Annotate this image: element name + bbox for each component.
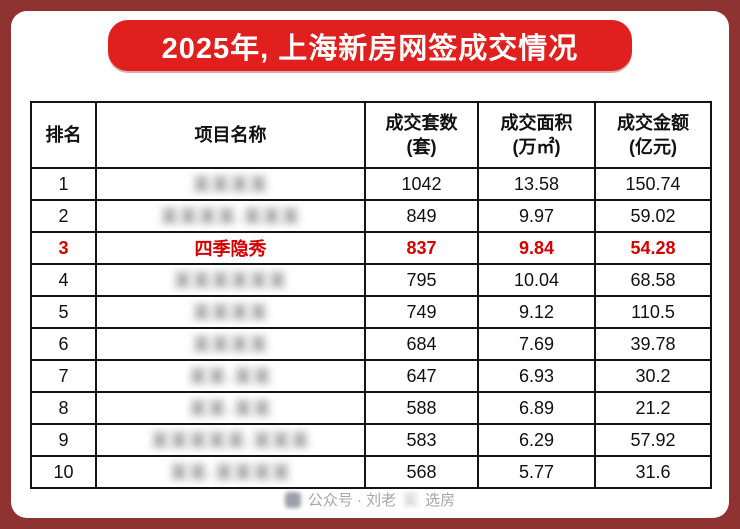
amount-cell: 110.5 [594, 295, 712, 329]
table-row: 7 某某·某某 647 6.93 30.2 [30, 359, 712, 393]
project-name-cell: 某某·某某 [95, 359, 366, 393]
amount-cell: 39.78 [594, 327, 712, 361]
units-cell: 588 [364, 391, 479, 425]
area-cell: 7.69 [477, 327, 596, 361]
amount-cell: 31.6 [594, 455, 712, 489]
amount-cell: 68.58 [594, 263, 712, 297]
area-cell: 6.29 [477, 423, 596, 457]
project-name-cell: 四季隐秀 [95, 231, 366, 265]
project-name-blurred: 某某某某某某 [173, 271, 288, 291]
table-row: 4 某某某某某某 795 10.04 68.58 [30, 263, 712, 297]
project-name-cell: 某某某某 [95, 167, 366, 201]
footer-text-suffix: 选房 [425, 492, 456, 509]
title-banner: 2025年, 上海新房网签成交情况 [108, 20, 632, 71]
amount-cell: 57.92 [594, 423, 712, 457]
rank-cell: 10 [30, 455, 97, 489]
col-amount-line2: (亿元) [629, 137, 677, 157]
content-card: 2025年, 上海新房网签成交情况 排名 项目名称 成交套数 (套) 成交面积 … [11, 11, 729, 518]
area-cell: 5.77 [477, 455, 596, 489]
project-name-cell: 某某某某·某某某 [95, 199, 366, 233]
col-area: 成交面积 (万㎡) [477, 101, 596, 169]
project-name-blurred: 某某某某 [192, 303, 269, 323]
project-name-blurred: 某某·某某 [189, 367, 272, 387]
project-name-cell: 某某某某 [95, 295, 366, 329]
area-cell: 13.58 [477, 167, 596, 201]
area-cell: 9.84 [477, 231, 596, 265]
project-name-cell: 某某·某某某某 [95, 455, 366, 489]
rank-cell: 5 [30, 295, 97, 329]
table-row-highlighted: 3 四季隐秀 837 9.84 54.28 [30, 231, 712, 265]
amount-cell: 150.74 [594, 167, 712, 201]
amount-cell: 30.2 [594, 359, 712, 393]
col-area-line1: 成交面积 [500, 112, 573, 133]
footer-text-prefix: 公众号 · 刘老 [307, 492, 397, 509]
units-cell: 647 [364, 359, 479, 393]
col-amount: 成交金额 (亿元) [594, 101, 712, 169]
project-name-cell: 某某某某 [95, 327, 366, 361]
amount-cell: 21.2 [594, 391, 712, 425]
table-row: 6 某某某某 684 7.69 39.78 [30, 327, 712, 361]
rank-cell: 1 [30, 167, 97, 201]
project-name-blurred: 某某·某某某某 [170, 463, 291, 483]
project-name-cell: 某某某某某某 [95, 263, 366, 297]
table-header-row: 排名 项目名称 成交套数 (套) 成交面积 (万㎡) 成交金额 (亿元) [30, 101, 712, 169]
col-rank: 排名 [30, 101, 97, 169]
project-name-blurred: 某某某某某·某某某 [151, 431, 310, 451]
rank-cell: 8 [30, 391, 97, 425]
table-row: 8 某某·某某 588 6.89 21.2 [30, 391, 712, 425]
rank-cell: 6 [30, 327, 97, 361]
page-title: 2025年, 上海新房网签成交情况 [161, 32, 579, 65]
rank-cell: 7 [30, 359, 97, 393]
area-cell: 6.89 [477, 391, 596, 425]
rank-cell: 2 [30, 199, 97, 233]
ranking-table: 排名 项目名称 成交套数 (套) 成交面积 (万㎡) 成交金额 (亿元) 1 [30, 101, 712, 489]
area-cell: 10.04 [477, 263, 596, 297]
table-row: 1 某某某某 1042 13.58 150.74 [30, 167, 712, 201]
table-row: 5 某某某某 749 9.12 110.5 [30, 295, 712, 329]
rank-cell: 4 [30, 263, 97, 297]
footer-watermark: 公众号 · 刘老实选房 [11, 489, 729, 510]
units-cell: 849 [364, 199, 479, 233]
rank-cell: 9 [30, 423, 97, 457]
units-cell: 1042 [364, 167, 479, 201]
units-cell: 568 [364, 455, 479, 489]
rank-cell: 3 [30, 231, 97, 265]
col-units-line2: (套) [406, 137, 437, 157]
amount-cell: 54.28 [594, 231, 712, 265]
table-row: 2 某某某某·某某某 849 9.97 59.02 [30, 199, 712, 233]
amount-cell: 59.02 [594, 199, 712, 233]
units-cell: 837 [364, 231, 479, 265]
table-row: 10 某某·某某某某 568 5.77 31.6 [30, 455, 712, 489]
col-area-line2: (万㎡) [512, 137, 561, 157]
col-project-name: 项目名称 [95, 101, 366, 169]
units-cell: 684 [364, 327, 479, 361]
project-name-cell: 某某·某某 [95, 391, 366, 425]
project-name-blurred: 某某某某 [192, 335, 269, 355]
project-name-blurred: 某某·某某 [189, 399, 272, 419]
project-name-blurred: 某某某某·某某某 [160, 207, 301, 227]
col-amount-line1: 成交金额 [617, 112, 689, 133]
col-units: 成交套数 (套) [364, 101, 479, 169]
project-name-cell: 某某某某某·某某某 [95, 423, 366, 457]
units-cell: 749 [364, 295, 479, 329]
area-cell: 9.12 [477, 295, 596, 329]
area-cell: 6.93 [477, 359, 596, 393]
table-row: 9 某某某某某·某某某 583 6.29 57.92 [30, 423, 712, 457]
wechat-account-icon [284, 491, 301, 508]
area-cell: 9.97 [477, 199, 596, 233]
col-units-line1: 成交套数 [385, 112, 458, 133]
project-name-blurred: 某某某某 [192, 175, 269, 195]
units-cell: 795 [364, 263, 479, 297]
units-cell: 583 [364, 423, 479, 457]
footer-text-blurred: 实 [403, 492, 419, 509]
